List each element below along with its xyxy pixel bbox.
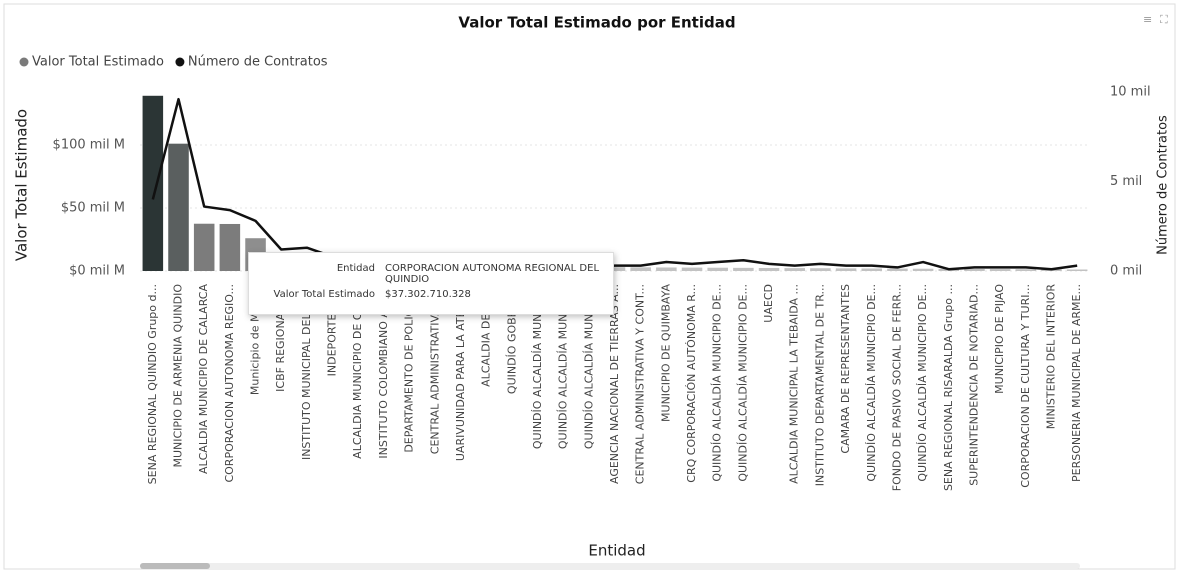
x-tick-label: QUINDÍO ALCALDÍA MUNICIPIO DE...: [865, 284, 878, 482]
x-tick-label: MUNICIPIO DE ARMENIA QUINDIO: [172, 284, 185, 468]
x-tick-label: INSTITUTO COLOMBIANO AGR...: [377, 284, 390, 459]
x-tick-label: DEPARTAMENTO DE POLICIA ...: [403, 284, 416, 453]
x-tick-label: MUNICIPIO DE PIJAO: [993, 284, 1006, 394]
y2-tick-label: 10 mil: [1110, 85, 1151, 100]
scrollbar-track[interactable]: [140, 563, 1080, 569]
bar: [912, 268, 934, 271]
bar: [887, 268, 908, 271]
x-tick-label: FONDO DE PASIVO SOCIAL DE FERR...: [890, 284, 903, 491]
x-tick-label: MUNICIPIO DE QUIMBAYA: [659, 284, 672, 422]
legend-label: Valor Total Estimado: [32, 55, 164, 70]
y-tick-label: $0 mil M: [69, 264, 125, 279]
x-tick-label: ALCALDIA MUNICIPIO DE CALARCA: [197, 284, 210, 474]
line: [151, 97, 1078, 271]
bar: [733, 267, 754, 271]
x-axis-title: Entidad: [588, 542, 645, 560]
x-tick-label: ALCALDIA MUNICIPIO DE CIRC...: [351, 284, 364, 459]
tooltip: Entidad CORPORACION AUTONOMA REGIONAL DEL…: [248, 252, 614, 315]
x-tick-label: QUINDÍO ALCALDÍA MUNICIP...: [531, 284, 544, 449]
bar: [989, 269, 1011, 271]
legend-marker: [19, 57, 29, 67]
x-tick-label: CENTRAL ADMINISTRATIVA Y ...: [428, 284, 441, 454]
y2-tick-label: 0 mil: [1110, 264, 1142, 279]
tooltip-row: Entidad CORPORACION AUTONOMA REGIONAL DEL…: [257, 263, 605, 285]
tooltip-label: Entidad: [336, 263, 375, 274]
x-tick-label: QUINDÍO ALCALDÍA MUNICIPIO DE...: [711, 284, 724, 482]
y2-tick-label: 5 mil: [1110, 174, 1142, 189]
bar: [1066, 269, 1088, 271]
bar: [193, 223, 215, 271]
y-axis-title: Valor Total Estimado: [13, 109, 31, 261]
filter-icon[interactable]: ≡: [1143, 13, 1152, 26]
x-tick-label: SENA REGIONAL QUINDIO Grupo d...: [146, 284, 159, 484]
x-tick-label: UAECD: [762, 284, 775, 323]
x-tick-label: QUINDÍO ALCALDÍA MUNICIP...: [557, 284, 570, 449]
x-tick-label: CAMARA DE REPRESENTANTES: [839, 284, 852, 454]
tooltip-label: Valor Total Estimado: [273, 289, 375, 300]
bar: [142, 95, 164, 271]
bar: [784, 268, 805, 271]
bar: [964, 268, 985, 271]
x-tick-label: QUINDÍO ALCALDÍA MUNICIPIO DE...: [736, 284, 749, 482]
bar: [630, 267, 651, 271]
y-tick-label: $50 mil M: [61, 200, 125, 215]
bar: [835, 268, 857, 271]
bar: [656, 267, 677, 271]
bar: [604, 267, 626, 271]
x-tick-label: SUPERINTENDENCIA DE NOTARIAD...: [967, 284, 980, 486]
x-tick-label: SENA REGIONAL RISARALDA Grupo ...: [942, 284, 955, 491]
x-tick-label: MINISTERIO DEL INTERIOR: [1044, 284, 1057, 430]
x-tick-label: QUINDÍO ALCALDÍA MUNICIP...: [582, 284, 595, 449]
x-tick-label: AGENCIA NACIONAL DE TIERRAS A...: [608, 284, 621, 484]
x-tick-label: UARIVUNIDAD PARA LA ATENC...: [454, 284, 467, 461]
x-tick-label: INSTITUTO DEPARTAMENTAL DE TR...: [813, 284, 826, 486]
tooltip-value: CORPORACION AUTONOMA REGIONAL DEL QUINDI…: [385, 263, 600, 285]
y-tick-label: $100 mil M: [53, 137, 125, 152]
bar: [168, 143, 189, 271]
scrollbar-thumb[interactable]: [140, 563, 210, 569]
bar: [758, 267, 780, 271]
x-tick-label: ALCALDIA MUNICIPAL LA TEBAIDA ...: [788, 284, 801, 484]
chart-title: Valor Total Estimado por Entidad: [458, 14, 735, 32]
tooltip-value: $37.302.710.328: [385, 289, 471, 300]
bar: [1015, 269, 1037, 271]
legend-label: Número de Contratos: [188, 55, 328, 70]
legend-marker: [175, 57, 185, 67]
x-tick-label: CORPORACION DE CULTURA Y TURI...: [1019, 284, 1032, 488]
y2-axis-title: Número de Contratos: [1156, 115, 1171, 255]
bar: [707, 267, 728, 271]
x-tick-label: CRQ CORPORACIÓN AUTÓNOMA R...: [685, 284, 698, 483]
x-tick-label: CORPORACION AUTONOMA REGIO...: [223, 284, 236, 483]
x-tick-label: PERSONERIA MUNICIPAL DE ARME...: [1070, 284, 1083, 482]
bar: [219, 223, 241, 271]
bar: [810, 268, 831, 271]
x-tick-label: CENTRAL ADMINISTRATIVA Y CONT...: [634, 284, 647, 484]
bar: [861, 268, 883, 271]
focus-icon[interactable]: ⛶: [1160, 13, 1168, 26]
x-tick-label: QUINDÍO ALCALDÍA MUNICIPIO DE...: [916, 284, 929, 482]
x-tick-label: INSTITUTO MUNICIPAL DEL DE...: [300, 284, 313, 460]
bar: [681, 267, 703, 271]
tooltip-row: Valor Total Estimado $37.302.710.328: [257, 289, 605, 300]
